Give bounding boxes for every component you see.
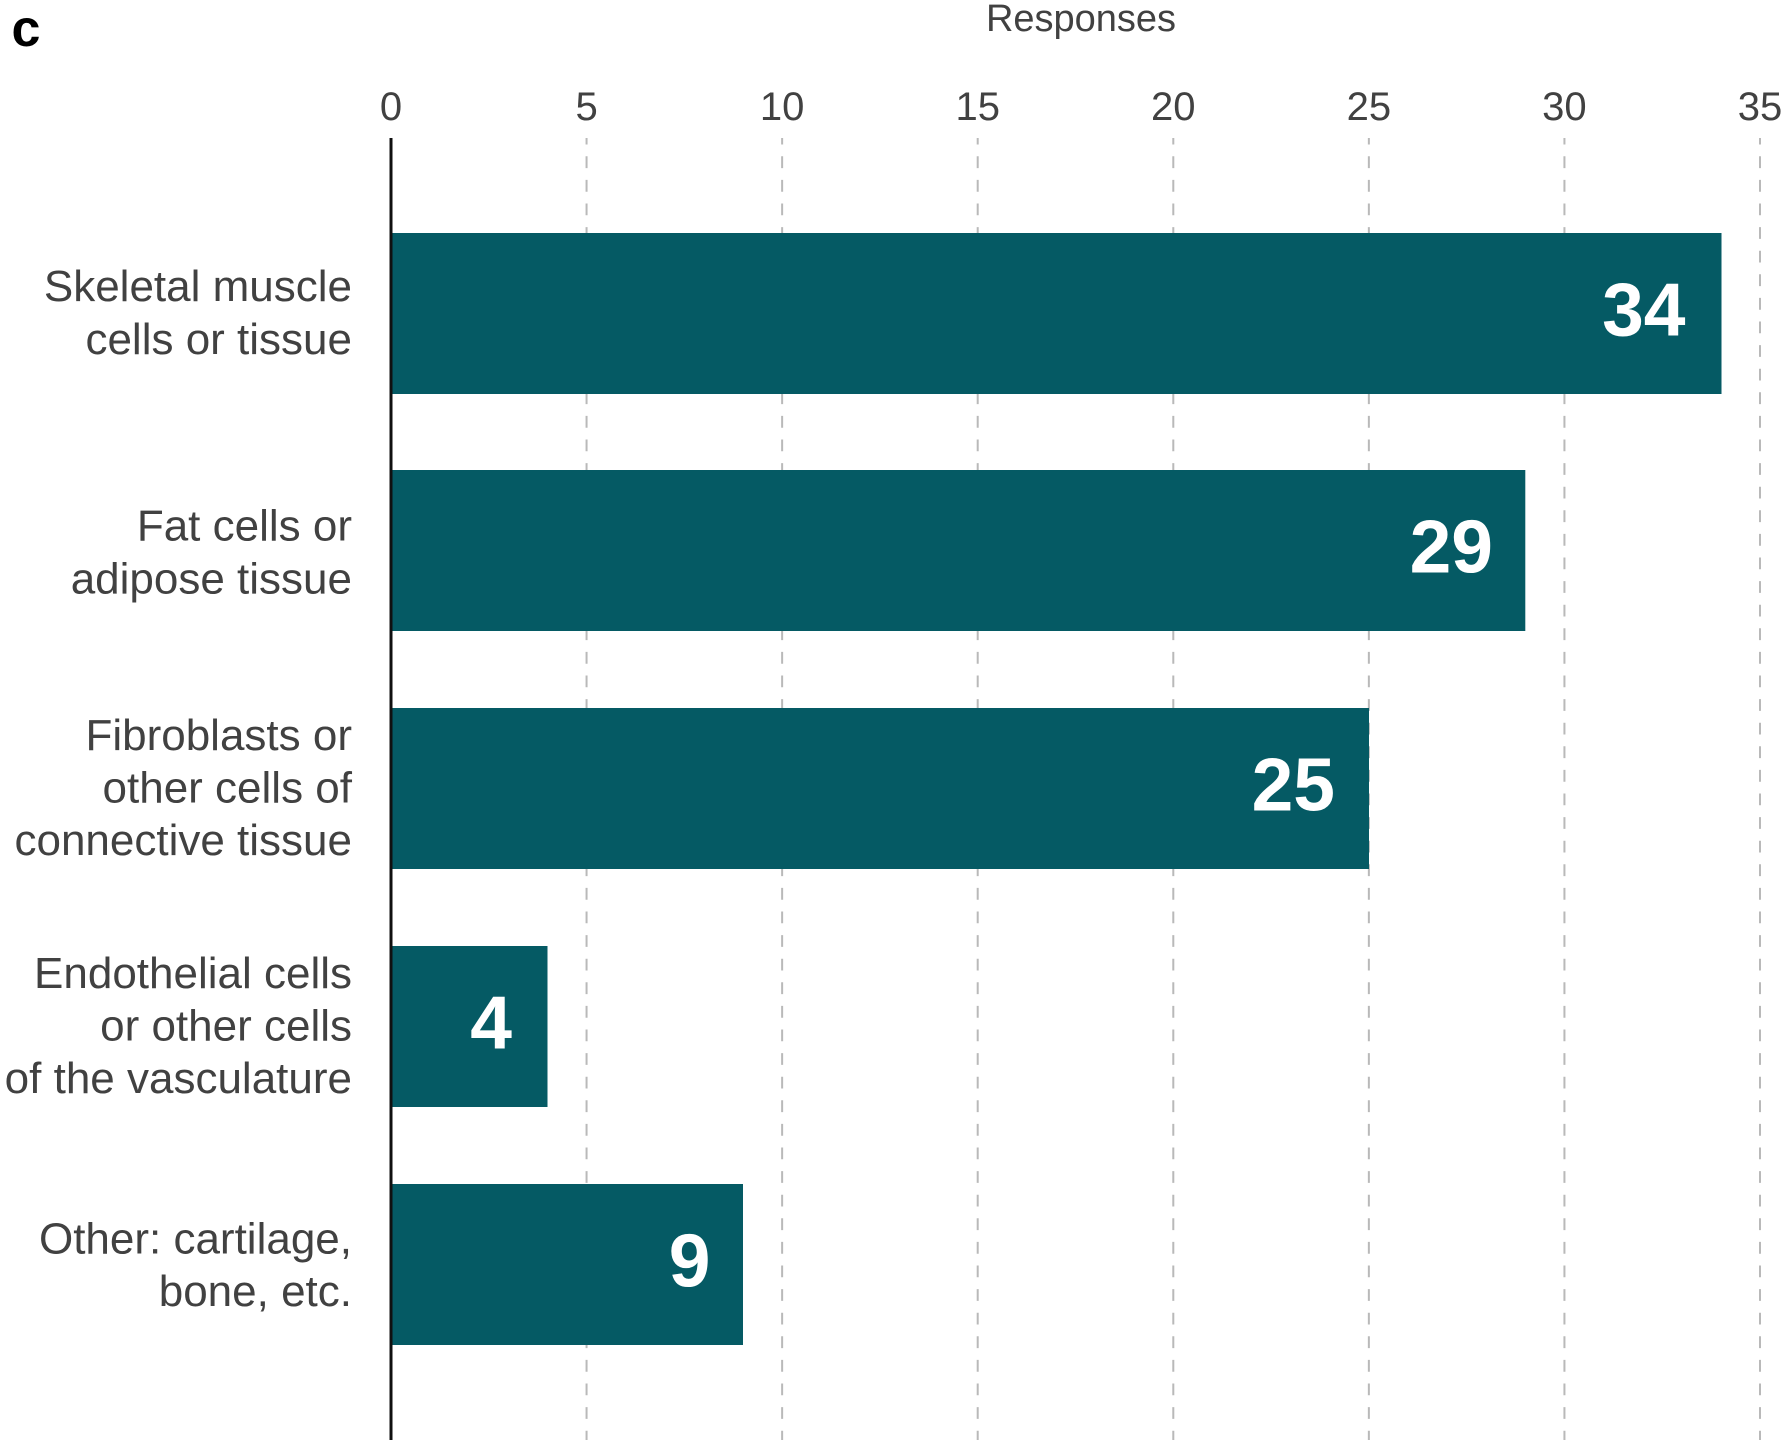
svg-text:of the vasculature: of the vasculature [5,1054,352,1103]
svg-text:25: 25 [1252,743,1335,827]
svg-text:Skeletal muscle: Skeletal muscle [44,262,352,311]
svg-text:0: 0 [380,85,402,129]
svg-text:Responses: Responses [986,0,1176,40]
svg-text:34: 34 [1602,268,1686,352]
svg-text:c: c [12,0,41,58]
svg-text:Endothelial cells: Endothelial cells [34,949,352,998]
svg-text:15: 15 [955,85,1000,129]
svg-text:bone, etc.: bone, etc. [159,1267,352,1316]
svg-text:35: 35 [1738,85,1783,129]
svg-text:cells or tissue: cells or tissue [85,315,352,364]
svg-text:Fibroblasts or: Fibroblasts or [85,711,352,760]
svg-text:5: 5 [575,85,597,129]
svg-text:30: 30 [1542,85,1587,129]
svg-text:4: 4 [470,981,512,1065]
svg-text:or other cells: or other cells [100,1002,352,1051]
svg-text:Other: cartilage,: Other: cartilage, [39,1215,352,1264]
svg-text:other cells of: other cells of [103,763,353,812]
svg-text:29: 29 [1410,505,1493,589]
svg-text:adipose tissue: adipose tissue [71,554,352,603]
svg-text:25: 25 [1347,85,1392,129]
svg-text:10: 10 [760,85,805,129]
svg-text:Fat cells or: Fat cells or [137,501,352,550]
svg-text:20: 20 [1151,85,1196,129]
svg-text:connective tissue: connective tissue [14,816,352,865]
svg-text:9: 9 [669,1219,711,1303]
